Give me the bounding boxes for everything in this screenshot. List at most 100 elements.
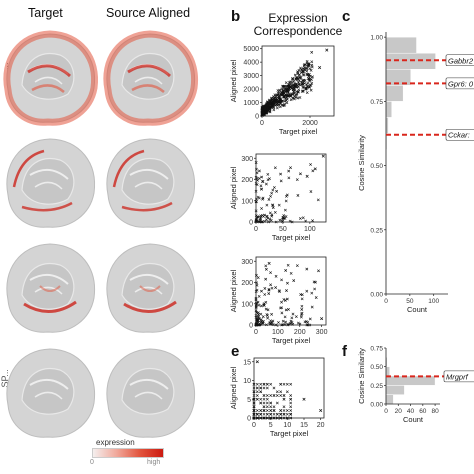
scatter-point (314, 280, 317, 284)
scatter-point (280, 311, 284, 315)
expression-overlay (3, 30, 99, 126)
scatter-point (284, 98, 288, 102)
scatter-point (308, 323, 312, 327)
scatter-point (303, 320, 307, 324)
panel-b-title-line2: Correspondence (253, 24, 343, 38)
scatter-point (298, 322, 302, 326)
scatter-point (277, 99, 281, 103)
y-axis-label: Cosine Similarity (357, 348, 366, 404)
scatter-point (299, 315, 303, 319)
scatter-point (267, 220, 271, 224)
y-tick-label: 0.75 (370, 346, 383, 353)
y-tick-label: 0 (249, 323, 253, 330)
scatter-point (272, 416, 276, 420)
scatter-point (254, 175, 258, 179)
scatter-point (278, 88, 282, 92)
scatter-point (289, 416, 293, 420)
scatter-point (267, 261, 271, 265)
brain-section-r2-aligned (106, 138, 196, 228)
scatter-point (284, 308, 288, 312)
scatter-point (299, 83, 302, 87)
scatter-point (254, 306, 258, 309)
scatter-point (254, 314, 258, 317)
x-tick-label: 10 (283, 422, 291, 429)
scatter-point (255, 416, 259, 420)
scatter-point (284, 199, 288, 203)
scatter-point (289, 271, 293, 275)
scatter-point (282, 95, 286, 99)
scatter-point (270, 214, 274, 218)
scatter-point (255, 216, 259, 220)
expression-overlay (21, 201, 73, 212)
scatter-point (319, 408, 323, 413)
scatter-point (260, 175, 264, 179)
scatter-point (289, 382, 293, 386)
scatter-point (289, 82, 293, 86)
x-axis-label: Count (407, 305, 428, 314)
gene-label: Gabbr2 (448, 56, 474, 65)
scatter-point (254, 305, 258, 308)
scatter-plot-row3: 0 100 200 300 0 100 200 300 Target pixel Aligned … (229, 256, 328, 345)
y-tick-label: 0.25 (370, 383, 383, 390)
scatter-point (262, 397, 266, 401)
scatter-points (254, 154, 325, 224)
scatter-point (277, 203, 281, 207)
scatter-point (310, 50, 314, 54)
scatter-point (260, 289, 263, 293)
y-axis-label: Aligned pixel (229, 166, 238, 209)
y-axis-label: Aligned pixel (229, 269, 238, 312)
scatter-point (295, 178, 299, 182)
gene-label-box (443, 370, 474, 383)
scatter-point (270, 286, 274, 290)
hippocampus-contour (34, 391, 63, 400)
scatter-point (265, 397, 269, 401)
scatter-point (261, 180, 264, 184)
gene-label-box (445, 77, 474, 90)
scatter-point (289, 394, 293, 397)
scatter-point (262, 409, 266, 412)
scatter-point (286, 94, 290, 97)
scatter-point (290, 80, 294, 84)
inner-structure (121, 158, 175, 205)
y-tick-label: 300 (241, 259, 253, 266)
legend-title: expression (96, 438, 135, 447)
x-tick-label: 50 (406, 298, 414, 305)
plot-frame (261, 45, 335, 117)
scatter-point (272, 386, 276, 390)
y-tick-label: 5 (247, 397, 251, 404)
scatter-point (271, 188, 275, 192)
x-tick-label: 20 (395, 408, 403, 415)
hippocampus-contour (29, 378, 69, 390)
scatter-point (260, 220, 264, 224)
scatter-point (269, 271, 272, 275)
scatter-point (284, 81, 288, 85)
scatter-point (302, 67, 306, 70)
scatter-point (298, 217, 302, 220)
scatter-point (268, 177, 271, 181)
brain-sections-grid (3, 30, 199, 438)
y-tick-label: 4000 (243, 60, 259, 67)
scatter-point (266, 108, 270, 111)
scatter-point (265, 313, 269, 317)
scatter-point (305, 323, 309, 327)
scatter-point (277, 289, 281, 293)
brain-section-r4-target (6, 348, 96, 438)
scatter-point (299, 66, 302, 70)
scatter-point (283, 208, 287, 212)
x-tick-label: 0 (384, 298, 388, 305)
scatter-point (305, 67, 309, 71)
x-tick-label: 100 (428, 298, 439, 305)
scatter-point (259, 390, 263, 394)
scatter-point (258, 220, 262, 223)
scatter-point (300, 68, 303, 71)
scatter-point (305, 91, 309, 95)
brain-section-r2-target (6, 138, 96, 228)
scatter-point (275, 189, 279, 193)
gene-label: Gpr6: 0 (448, 79, 474, 88)
scatter-point (269, 412, 273, 416)
x-axis-label: Target pixel (279, 127, 318, 136)
scatter-point (294, 82, 298, 86)
inner-structure (21, 368, 75, 415)
scatter-point (313, 287, 317, 291)
scatter-point (288, 94, 292, 98)
